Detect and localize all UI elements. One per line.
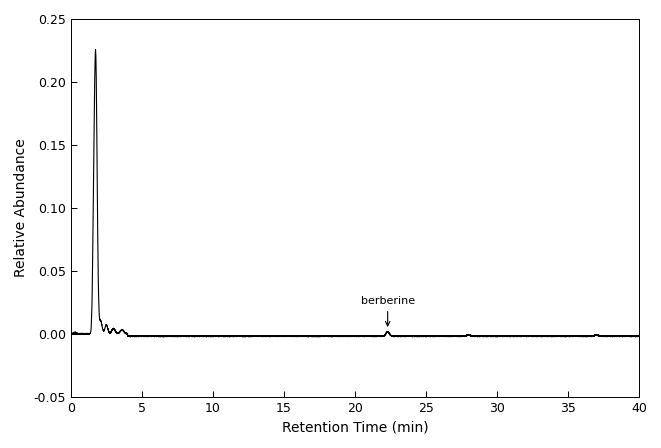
Text: berberine: berberine xyxy=(361,296,414,326)
Y-axis label: Relative Abundance: Relative Abundance xyxy=(14,138,28,277)
X-axis label: Retention Time (min): Retention Time (min) xyxy=(282,420,428,434)
